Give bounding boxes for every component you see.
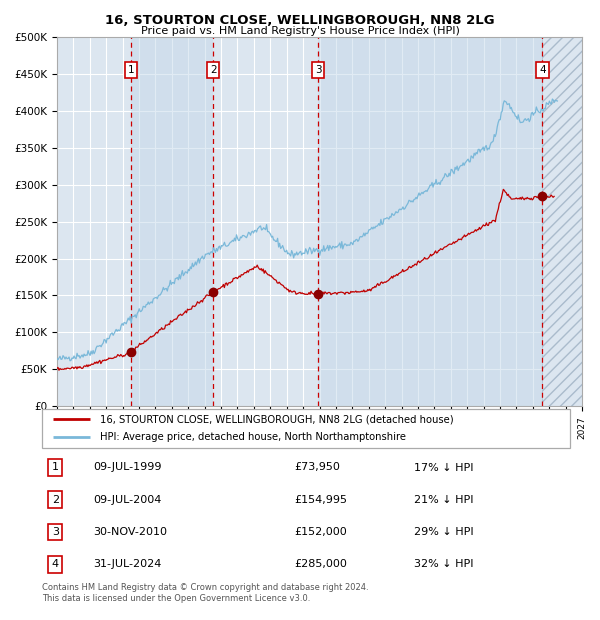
Text: 09-JUL-1999: 09-JUL-1999	[93, 463, 161, 472]
Text: 17% ↓ HPI: 17% ↓ HPI	[414, 463, 473, 472]
Text: 32% ↓ HPI: 32% ↓ HPI	[414, 559, 473, 569]
Text: 2: 2	[52, 495, 59, 505]
Text: 09-JUL-2004: 09-JUL-2004	[93, 495, 161, 505]
Text: 31-JUL-2024: 31-JUL-2024	[93, 559, 161, 569]
Text: £154,995: £154,995	[294, 495, 347, 505]
Text: 1: 1	[128, 65, 134, 76]
Text: 3: 3	[52, 527, 59, 537]
Text: £285,000: £285,000	[294, 559, 347, 569]
Text: 29% ↓ HPI: 29% ↓ HPI	[414, 527, 473, 537]
Bar	[318, 37, 542, 406]
Text: £152,000: £152,000	[294, 527, 347, 537]
Text: 16, STOURTON CLOSE, WELLINGBOROUGH, NN8 2LG (detached house): 16, STOURTON CLOSE, WELLINGBOROUGH, NN8 …	[100, 414, 454, 424]
Text: 21% ↓ HPI: 21% ↓ HPI	[414, 495, 473, 505]
Text: £73,950: £73,950	[294, 463, 340, 472]
Text: 1: 1	[52, 463, 59, 472]
Text: Contains HM Land Registry data © Crown copyright and database right 2024.
This d: Contains HM Land Registry data © Crown c…	[42, 583, 368, 603]
Text: HPI: Average price, detached house, North Northamptonshire: HPI: Average price, detached house, Nort…	[100, 432, 406, 442]
Text: 16, STOURTON CLOSE, WELLINGBOROUGH, NN8 2LG: 16, STOURTON CLOSE, WELLINGBOROUGH, NN8 …	[105, 14, 495, 27]
Text: 3: 3	[315, 65, 322, 76]
Text: Price paid vs. HM Land Registry's House Price Index (HPI): Price paid vs. HM Land Registry's House …	[140, 26, 460, 36]
Text: 30-NOV-2010: 30-NOV-2010	[93, 527, 167, 537]
Bar	[131, 37, 213, 406]
Text: 2: 2	[210, 65, 217, 76]
Text: 4: 4	[539, 65, 545, 76]
Text: 4: 4	[52, 559, 59, 569]
